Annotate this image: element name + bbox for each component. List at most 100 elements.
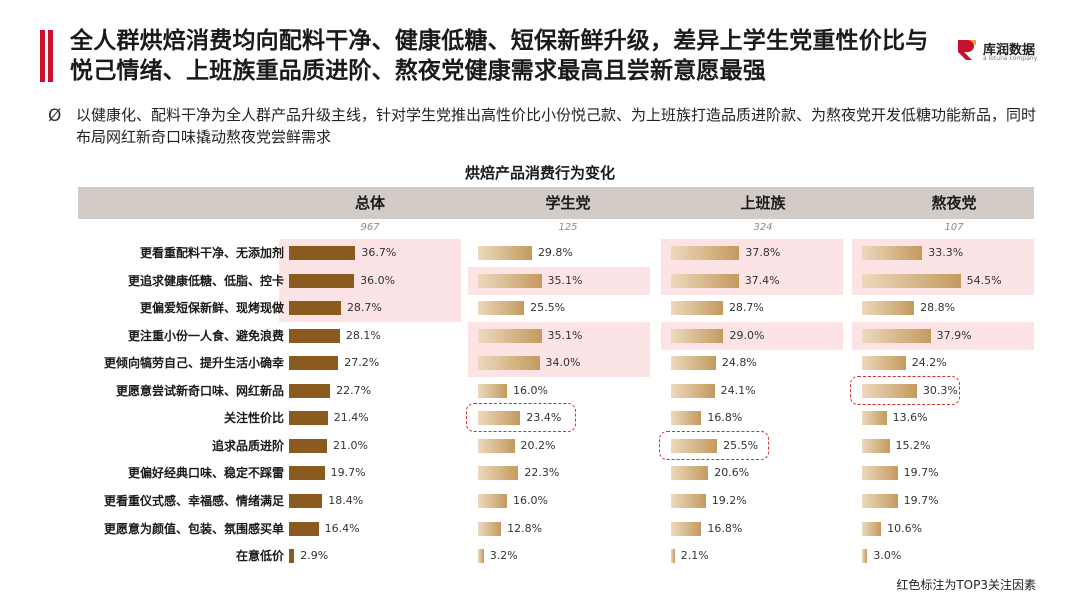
data-label: 35.1% xyxy=(547,273,583,287)
bar xyxy=(862,328,931,343)
logo-subtext: a lotuna company xyxy=(983,55,1038,62)
bar xyxy=(478,301,525,316)
data-label: 19.7% xyxy=(330,466,366,480)
bar xyxy=(671,273,739,288)
group-header-1: 学生党 xyxy=(545,194,591,212)
bar xyxy=(671,328,724,343)
data-label: 21.0% xyxy=(333,438,368,452)
group-base-n-2: 324 xyxy=(753,222,773,233)
bar xyxy=(671,411,702,426)
bar xyxy=(478,411,521,426)
bar xyxy=(289,273,355,288)
data-label: 12.8% xyxy=(507,521,543,535)
chart-header-band xyxy=(78,187,1034,219)
page-title: 全人群烘焙消费均向配料干净、健康低糖、短保新鲜升级，差异上学生党重性价比与悦己情… xyxy=(70,28,929,84)
data-label: 21.4% xyxy=(333,411,369,425)
bar xyxy=(671,493,706,508)
bar xyxy=(289,411,328,426)
data-label: 24.8% xyxy=(721,356,757,370)
data-label: 20.2% xyxy=(520,438,556,452)
row-label: 更追求健康低糖、低脂、控卡 xyxy=(127,273,284,288)
data-label: 15.2% xyxy=(895,438,931,452)
bar xyxy=(862,438,890,453)
row-label: 关注性价比 xyxy=(223,411,284,426)
row-label: 更看重配料干净、无添加剂 xyxy=(139,246,284,260)
bar xyxy=(289,246,356,260)
data-label: 33.3% xyxy=(928,246,964,259)
logo-mark-icon xyxy=(958,40,976,60)
data-label: 10.6% xyxy=(887,521,923,535)
data-label: 20.6% xyxy=(714,466,750,480)
data-label: 29.8% xyxy=(537,246,573,259)
bar xyxy=(289,356,339,371)
bar xyxy=(862,411,887,426)
bar xyxy=(289,328,340,343)
group-header-3: 熬夜党 xyxy=(931,194,977,212)
row-label: 更愿意尝试新奇口味、网红新品 xyxy=(115,383,284,398)
data-label: 28.1% xyxy=(345,328,381,342)
row-label: 更愿意为颜值、包装、氛围感买单 xyxy=(103,521,284,536)
bar xyxy=(862,493,898,508)
row-label: 追求品质进阶 xyxy=(211,438,284,453)
data-label: 25.5% xyxy=(530,301,566,315)
title-accent-bar-1 xyxy=(40,30,45,82)
bar xyxy=(671,301,723,316)
data-label: 54.5% xyxy=(966,273,1002,287)
data-label: 23.4% xyxy=(526,411,562,425)
group-base-n-0: 967 xyxy=(360,222,380,233)
row-label: 更倾向犒劳自己、提升生活小确幸 xyxy=(103,356,284,371)
bar xyxy=(671,383,715,398)
data-label: 19.2% xyxy=(711,493,747,507)
row-label: 更偏好经典口味、稳定不踩雷 xyxy=(127,466,284,481)
data-label: 22.7% xyxy=(336,383,372,397)
row-label: 更偏爱短保新鲜、现烤现做 xyxy=(139,301,284,316)
data-label: 13.6% xyxy=(892,411,928,425)
bar xyxy=(671,246,740,260)
data-label: 30.3% xyxy=(922,383,958,397)
bar xyxy=(478,438,515,453)
summary-text: 以健康化、配料干净为全人群产品升级主线，针对学生党推出高性价比小份悦己款、为上班… xyxy=(76,106,1037,146)
data-label: 25.5% xyxy=(723,438,759,452)
data-label: 24.2% xyxy=(911,356,947,370)
bar xyxy=(478,549,484,564)
bar xyxy=(478,521,502,536)
data-label: 2.1% xyxy=(680,549,709,563)
bar xyxy=(862,466,898,481)
data-label: 36.7% xyxy=(361,246,397,259)
brand-logo: 库润数据 a lotuna company xyxy=(955,38,1065,66)
data-label: 29.0% xyxy=(729,328,765,342)
data-label: 37.8% xyxy=(745,246,781,259)
group-base-n-3: 107 xyxy=(944,222,964,233)
data-label: 3.2% xyxy=(489,549,518,563)
bar xyxy=(478,493,507,508)
data-label: 16.0% xyxy=(512,493,548,507)
data-label: 28.7% xyxy=(346,301,382,315)
bar xyxy=(671,438,718,453)
dashed-circle-highlight xyxy=(659,430,769,460)
data-label: 36.0% xyxy=(360,273,396,287)
data-label: 2.9% xyxy=(300,549,329,563)
data-label: 24.1% xyxy=(720,383,756,397)
data-label: 35.1% xyxy=(547,328,583,342)
data-label: 34.0% xyxy=(545,356,581,370)
bar xyxy=(862,521,882,536)
data-label: 28.8% xyxy=(920,301,956,315)
footnote: 红色标注为TOP3关注因素 xyxy=(896,578,1036,592)
bar xyxy=(671,521,702,536)
group-base-n-1: 125 xyxy=(558,222,578,233)
title-accent-bar-2 xyxy=(48,30,53,82)
logo-text: 库润数据 xyxy=(983,43,1036,58)
bar xyxy=(862,246,923,260)
bar xyxy=(862,301,915,316)
bar xyxy=(289,493,323,508)
bar xyxy=(289,466,325,481)
data-label: 37.9% xyxy=(936,328,972,342)
dashed-circle-highlight xyxy=(466,403,576,433)
group-header-2: 上班族 xyxy=(740,194,786,212)
row-label: 在意低价 xyxy=(235,549,284,564)
bar xyxy=(289,383,331,398)
bar xyxy=(289,438,327,453)
chart-title: 烘焙产品消费行为变化 xyxy=(464,164,615,182)
bar xyxy=(862,549,868,564)
bar xyxy=(478,246,532,260)
